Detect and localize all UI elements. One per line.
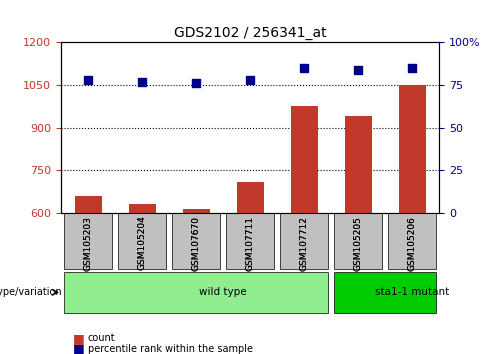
Bar <box>345 116 372 213</box>
FancyBboxPatch shape <box>334 272 436 313</box>
FancyBboxPatch shape <box>172 213 221 269</box>
Text: ■: ■ <box>73 342 85 354</box>
FancyBboxPatch shape <box>118 213 166 269</box>
Text: count: count <box>88 333 116 343</box>
Text: ■: ■ <box>73 332 85 344</box>
FancyBboxPatch shape <box>280 213 328 269</box>
FancyBboxPatch shape <box>64 213 112 269</box>
FancyBboxPatch shape <box>64 272 328 313</box>
Bar <box>399 85 426 213</box>
Text: GSM105204: GSM105204 <box>138 216 146 270</box>
Text: GSM105205: GSM105205 <box>354 216 363 270</box>
Bar <box>291 106 318 213</box>
Bar <box>237 182 264 213</box>
Text: GSM105203: GSM105203 <box>83 216 93 270</box>
Text: GSM105203: GSM105203 <box>83 216 93 270</box>
Text: GSM107711: GSM107711 <box>245 216 255 271</box>
Title: GDS2102 / 256341_at: GDS2102 / 256341_at <box>174 26 326 40</box>
Bar <box>183 209 209 213</box>
Point <box>408 65 416 71</box>
Text: GSM107670: GSM107670 <box>192 216 201 271</box>
Point <box>246 77 254 83</box>
Text: GSM105206: GSM105206 <box>407 216 417 270</box>
FancyBboxPatch shape <box>226 213 274 269</box>
Text: GSM105205: GSM105205 <box>354 216 363 270</box>
Bar <box>75 196 102 213</box>
Text: GSM107712: GSM107712 <box>300 216 308 270</box>
Point <box>138 79 146 85</box>
Point <box>354 67 362 73</box>
Point <box>192 81 200 86</box>
FancyBboxPatch shape <box>334 213 383 269</box>
Point <box>84 77 92 83</box>
Text: wild type: wild type <box>199 287 247 297</box>
Text: GSM107712: GSM107712 <box>300 216 308 270</box>
Text: GSM107670: GSM107670 <box>192 216 201 271</box>
Bar <box>128 204 156 213</box>
Point <box>300 65 308 71</box>
Text: sta1-1 mutant: sta1-1 mutant <box>375 287 449 297</box>
FancyBboxPatch shape <box>388 213 436 269</box>
Text: genotype/variation: genotype/variation <box>0 287 62 297</box>
Text: GSM105206: GSM105206 <box>407 216 417 270</box>
Text: GSM107711: GSM107711 <box>245 216 255 271</box>
Text: GSM105204: GSM105204 <box>138 216 146 270</box>
Text: percentile rank within the sample: percentile rank within the sample <box>88 344 253 354</box>
